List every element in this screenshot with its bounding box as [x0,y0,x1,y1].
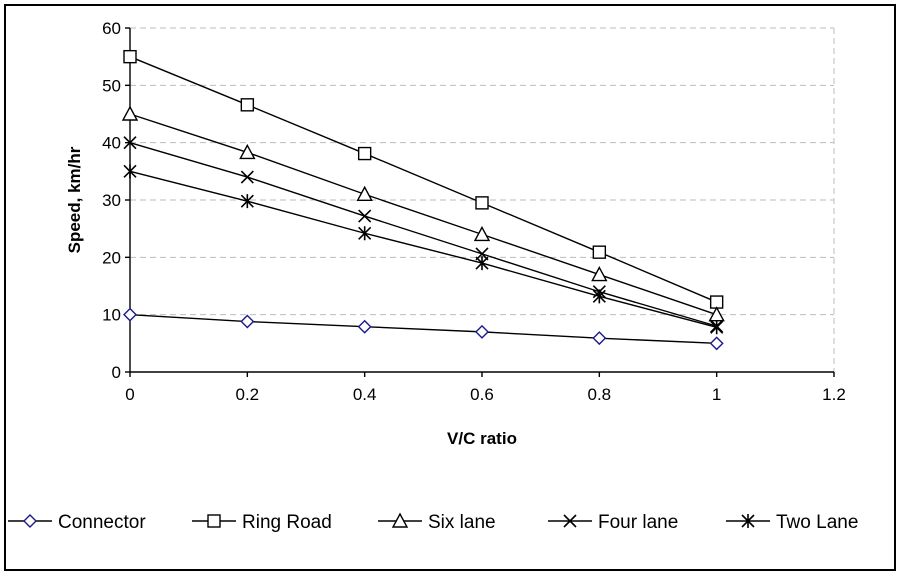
legend-label-four-lane: Four lane [598,512,678,533]
legend-marker-two-lane [741,514,755,528]
point-six-lane-0 [121,105,139,121]
y-tick-label-4: 40 [102,134,121,153]
series-layer [121,49,725,351]
legend-label-two-lane: Two Lane [776,512,858,533]
legend: Connector Ring Road Six lane Four lane Two L… [8,512,858,533]
point-connector-3 [475,324,489,339]
x-tick-label-0: 0 [125,385,134,404]
point-four-lane-0 [123,136,137,150]
y-tick-label-5: 50 [102,76,121,95]
series-line-six-lane [129,113,717,316]
point-ring-road-0 [123,49,137,64]
point-six-lane-1 [239,143,256,160]
point-four-lane-1 [240,170,254,184]
series-connector [123,307,724,351]
point-ring-road-3 [475,196,489,210]
y-tick-label-1: 10 [102,306,121,325]
x-tick-label-2: 0.4 [353,385,377,404]
x-tick-label-5: 1 [712,385,721,404]
legend-marker-ring-road [207,514,221,528]
legend-item-connector: Connector [8,512,146,533]
series-line-two-lane [129,170,717,328]
legend-marker-four-lane [563,514,577,528]
point-two-lane-1 [240,194,254,209]
legend-marker-connector [23,514,37,528]
legend-item-ring-road: Ring Road [192,512,332,533]
series-line-connector [129,313,717,345]
x-tick-label-4: 0.8 [588,385,612,404]
y-tick-label-0: 0 [112,363,121,382]
point-connector-1 [240,314,255,329]
series-ring-road [123,49,724,309]
y-axis-title: Speed, km/hr [65,146,84,253]
legend-item-six-lane: Six lane [378,512,496,533]
point-connector-5 [709,336,724,351]
point-four-lane-2 [358,209,372,223]
legend-label-connector: Connector [58,512,146,533]
x-tick-label-6: 1.2 [822,385,846,404]
legend-item-four-lane: Four lane [548,512,678,533]
point-two-lane-3 [475,256,489,271]
point-ring-road-1 [240,98,255,112]
point-two-lane-2 [358,226,372,241]
series-line-ring-road [129,56,717,303]
point-ring-road-4 [592,245,607,259]
point-ring-road-2 [357,146,372,161]
point-two-lane-0 [123,164,137,179]
series-two-lane [123,164,724,335]
point-six-lane-2 [356,185,373,201]
x-axis-title: V/C ratio [447,429,517,448]
series-six-lane [121,105,725,322]
point-two-lane-5 [710,320,724,335]
chart-svg: 0 10 20 30 40 50 60 0 0.2 0.4 0.6 0.8 1 1.2 V/C ratio… [8,19,858,533]
point-two-lane-4 [592,289,606,304]
point-connector-4 [592,331,607,346]
point-connector-0 [123,307,137,322]
series-four-lane [123,136,724,333]
legend-label-ring-road: Ring Road [242,512,332,533]
point-connector-2 [357,319,372,334]
legend-label-six-lane: Six lane [428,512,496,533]
point-four-lane-3 [475,247,489,261]
y-tick-label-2: 20 [102,248,121,267]
legend-marker-six-lane [391,512,409,528]
y-tick-label-3: 30 [102,191,121,210]
x-tick-label-1: 0.2 [236,385,260,404]
point-six-lane-4 [591,266,608,282]
series-line-four-lane [129,141,717,327]
legend-item-two-lane: Two Lane [726,512,858,533]
point-six-lane-3 [473,225,491,242]
y-tick-label-6: 60 [102,19,121,38]
x-tick-label-3: 0.6 [470,385,494,404]
chart-frame: 0 10 20 30 40 50 60 0 0.2 0.4 0.6 0.8 1 1.2 V/C ratio… [4,4,896,571]
axes-layer: 0 10 20 30 40 50 60 0 0.2 0.4 0.6 0.8 1 1.2 [102,19,846,404]
